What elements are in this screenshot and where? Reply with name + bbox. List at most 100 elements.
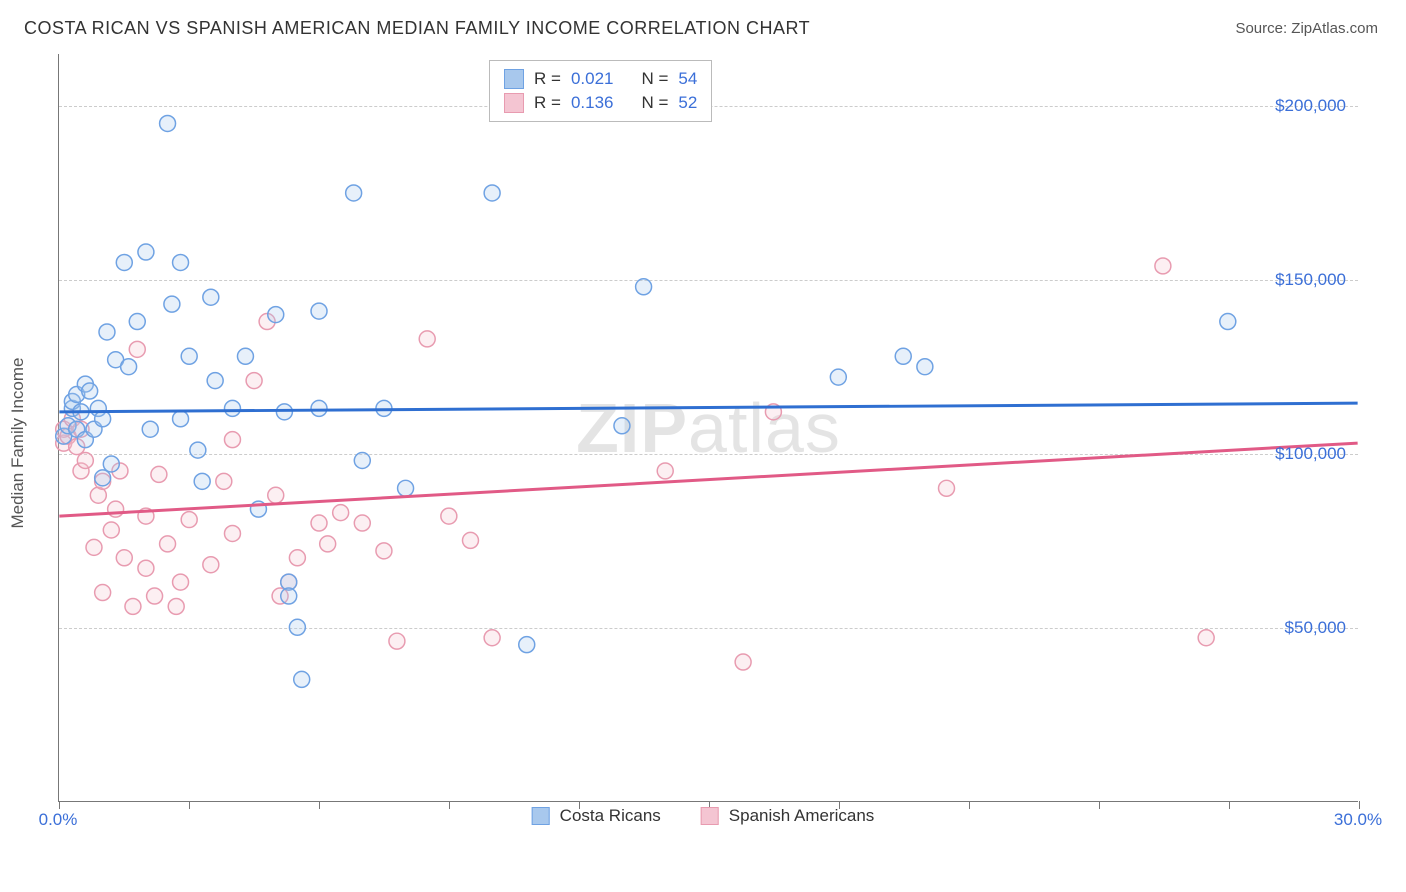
scatter-point [354, 515, 370, 531]
scatter-point [99, 324, 115, 340]
scatter-point [311, 303, 327, 319]
scatter-point [173, 574, 189, 590]
scatter-point [939, 480, 955, 496]
x-tick [319, 801, 320, 809]
scatter-point [224, 400, 240, 416]
scatter-point [129, 341, 145, 357]
n-value-b: 52 [678, 93, 697, 113]
r-label: R = [534, 69, 561, 89]
trend-line [59, 403, 1357, 412]
scatter-point [917, 359, 933, 375]
swatch-spanish-americans [504, 93, 524, 113]
scatter-point [121, 359, 137, 375]
scatter-point [173, 411, 189, 427]
scatter-point [614, 418, 630, 434]
scatter-point [1155, 258, 1171, 274]
scatter-point [86, 539, 102, 555]
n-label: N = [641, 69, 668, 89]
scatter-point [346, 185, 362, 201]
legend-item-a: Costa Ricans [532, 806, 661, 826]
scatter-point [95, 585, 111, 601]
series-legend: Costa Ricans Spanish Americans [532, 806, 875, 826]
r-value-a: 0.021 [571, 69, 614, 89]
chart-container: Median Family Income ZIPatlas R = 0.021 … [24, 54, 1382, 832]
plot-area: ZIPatlas R = 0.021 N = 54 R = 0.136 N = … [58, 54, 1358, 802]
correlation-row-b: R = 0.136 N = 52 [504, 91, 697, 115]
scatter-point [268, 487, 284, 503]
scatter-point [311, 400, 327, 416]
scatter-point [237, 348, 253, 364]
scatter-point [519, 637, 535, 653]
swatch-spanish-americans [701, 807, 719, 825]
scatter-point [77, 453, 93, 469]
scatter-point [484, 185, 500, 201]
y-tick-label: $200,000 [1275, 96, 1346, 116]
swatch-costa-ricans [504, 69, 524, 89]
scatter-point [657, 463, 673, 479]
scatter-point [462, 532, 478, 548]
scatter-point [181, 348, 197, 364]
scatter-point [376, 543, 392, 559]
x-tick [969, 801, 970, 809]
legend-label-b: Spanish Americans [729, 806, 875, 826]
scatter-point [95, 470, 111, 486]
scatter-point [830, 369, 846, 385]
scatter-point [484, 630, 500, 646]
x-tick [59, 801, 60, 809]
y-tick-label: $100,000 [1275, 444, 1346, 464]
r-value-b: 0.136 [571, 93, 614, 113]
x-tick [1359, 801, 1360, 809]
scatter-point [142, 421, 158, 437]
scatter-point [147, 588, 163, 604]
scatter-point [735, 654, 751, 670]
n-label: N = [641, 93, 668, 113]
scatter-point [181, 512, 197, 528]
scatter-svg [59, 54, 1358, 801]
y-axis-label: Median Family Income [8, 357, 28, 528]
x-tick [1229, 801, 1230, 809]
scatter-point [194, 473, 210, 489]
scatter-point [103, 456, 119, 472]
scatter-point [1220, 314, 1236, 330]
scatter-point [203, 289, 219, 305]
scatter-point [441, 508, 457, 524]
scatter-point [151, 466, 167, 482]
swatch-costa-ricans [532, 807, 550, 825]
scatter-point [294, 671, 310, 687]
n-value-a: 54 [678, 69, 697, 89]
legend-item-b: Spanish Americans [701, 806, 875, 826]
scatter-point [129, 314, 145, 330]
chart-title: COSTA RICAN VS SPANISH AMERICAN MEDIAN F… [24, 18, 810, 39]
correlation-legend: R = 0.021 N = 54 R = 0.136 N = 52 [489, 60, 712, 122]
scatter-point [636, 279, 652, 295]
x-tick-label: 0.0% [39, 810, 78, 830]
scatter-point [354, 453, 370, 469]
scatter-point [138, 560, 154, 576]
x-tick [189, 801, 190, 809]
scatter-point [138, 244, 154, 260]
scatter-point [281, 588, 297, 604]
scatter-point [82, 383, 98, 399]
scatter-point [168, 598, 184, 614]
scatter-point [246, 373, 262, 389]
scatter-point [398, 480, 414, 496]
correlation-row-a: R = 0.021 N = 54 [504, 67, 697, 91]
scatter-point [289, 619, 305, 635]
trend-line [59, 443, 1357, 516]
x-tick [1099, 801, 1100, 809]
scatter-point [333, 505, 349, 521]
scatter-point [216, 473, 232, 489]
x-tick [449, 801, 450, 809]
scatter-point [164, 296, 180, 312]
scatter-point [289, 550, 305, 566]
scatter-point [116, 550, 132, 566]
scatter-point [311, 515, 327, 531]
scatter-point [173, 254, 189, 270]
scatter-point [1198, 630, 1214, 646]
scatter-point [190, 442, 206, 458]
r-label: R = [534, 93, 561, 113]
source-label: Source: ZipAtlas.com [1235, 20, 1378, 37]
scatter-point [203, 557, 219, 573]
scatter-point [160, 536, 176, 552]
y-tick-label: $50,000 [1285, 618, 1346, 638]
